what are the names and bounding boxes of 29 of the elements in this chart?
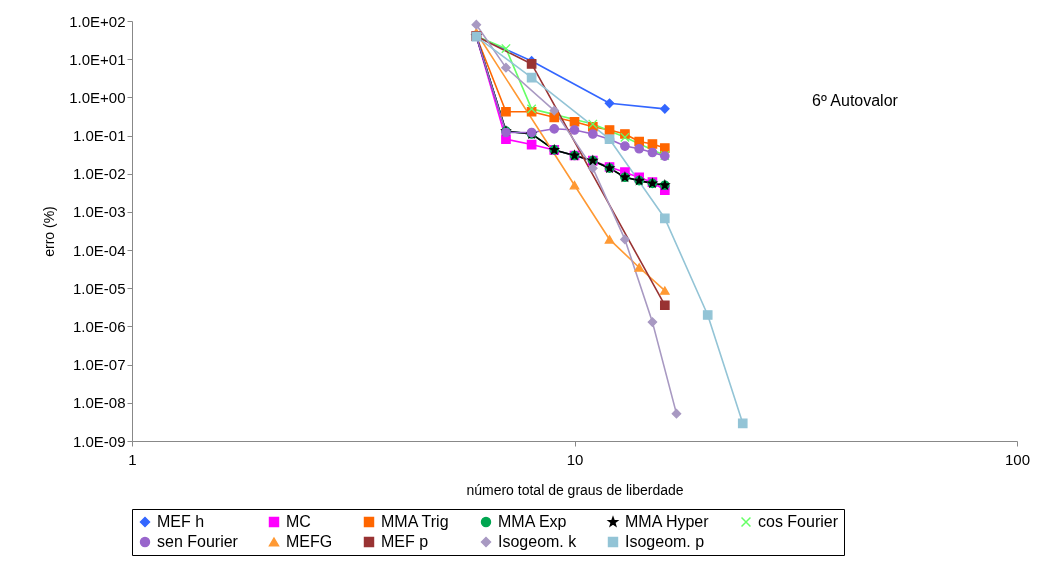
y-axis-title: erro (%) [41, 206, 58, 257]
y-tick-label: 1.0E-01 [72, 127, 126, 145]
legend-label: MMA Hyper [625, 513, 710, 530]
y-tick-label: 1.0E-09 [72, 432, 126, 450]
legend-label: MEF p [381, 533, 429, 550]
legend-label: MEFG [286, 533, 333, 550]
legend-label: MMA Trig [381, 513, 449, 530]
x-tick-label: 100 [1004, 450, 1031, 468]
y-tick-label: 1.0E-05 [72, 279, 126, 297]
legend-label: MEF h [157, 513, 205, 530]
y-tick-label: 1.0E-06 [72, 317, 126, 335]
x-axis-title: número total de graus de liberdade [466, 481, 684, 498]
legend-label: cos Fourier [758, 513, 839, 530]
legend-label: sen Fourier [157, 533, 239, 550]
x-tick-label: 1 [128, 450, 137, 468]
y-tick-label: 1.0E+02 [69, 12, 126, 30]
x-tick-label: 10 [566, 450, 584, 468]
legend-label: Isogeom. p [625, 533, 705, 550]
y-tick-label: 1.0E-04 [72, 241, 126, 259]
y-tick-label: 1.0E+00 [69, 88, 126, 106]
legend-label: MMA Exp [498, 513, 567, 530]
y-tick-label: 1.0E-03 [72, 203, 126, 221]
y-tick-label: 1.0E+01 [69, 50, 126, 68]
legend-label: Isogeom. k [498, 533, 578, 550]
y-tick-label: 1.0E-08 [72, 394, 126, 412]
y-tick-label: 1.0E-07 [72, 356, 126, 374]
annotation: 6º Autovalor [812, 92, 899, 109]
y-tick-label: 1.0E-02 [72, 165, 126, 183]
legend-label: MC [286, 513, 311, 530]
